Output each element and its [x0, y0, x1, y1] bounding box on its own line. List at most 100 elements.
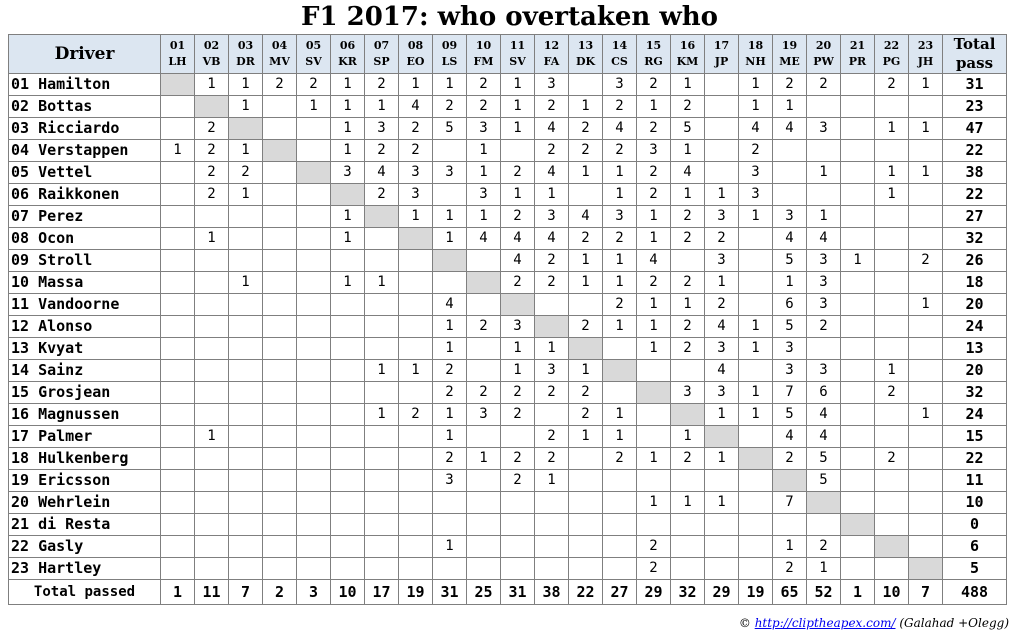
overtake-cell [704, 535, 739, 558]
overtake-cell [874, 95, 909, 118]
overtake-cell [670, 249, 705, 272]
overtake-cell [160, 183, 195, 206]
source-link[interactable]: http://cliptheapex.com/ [754, 616, 896, 630]
overtake-cell [364, 337, 399, 360]
overtake-cell [602, 513, 637, 536]
column-number: 13 [577, 39, 594, 52]
table-row: 10 Massa 1 1 1 2 2 1 1 2 2 1 1 3 18 [8, 271, 1007, 294]
overtake-cell [738, 293, 773, 316]
overtake-cell [228, 425, 263, 448]
overtake-cell [602, 469, 637, 492]
overtake-cell [262, 381, 297, 404]
overtake-cell [738, 491, 773, 514]
overtake-cell: 3 [772, 205, 807, 228]
overtake-cell: 2 [602, 293, 637, 316]
overtake-cell [364, 381, 399, 404]
overtake-cell: 2 [194, 161, 229, 184]
overtake-cell [908, 535, 943, 558]
overtake-cell: 2 [364, 183, 399, 206]
overtake-cell [398, 447, 433, 470]
column-number: 15 [645, 39, 662, 52]
row-total: 22 [942, 447, 1007, 470]
overtake-cell: 2 [398, 403, 433, 426]
overtake-cell: 2 [874, 381, 909, 404]
table-row: 16 Magnussen 1 2 1 3 2 2 1 1 1 5 4 1 24 [8, 403, 1007, 426]
overtake-cell [500, 139, 535, 162]
overtake-cell [568, 469, 603, 492]
overtake-cell [364, 425, 399, 448]
overtake-cell [432, 139, 467, 162]
overtake-cell: 1 [670, 491, 705, 514]
overtake-cell: 1 [568, 271, 603, 294]
overtake-cell: 1 [670, 293, 705, 316]
column-header-13: 13 DK [568, 34, 603, 74]
overtake-cell [160, 95, 195, 118]
table-row: 12 Alonso 1 2 3 2 1 1 2 4 1 5 2 24 [8, 315, 1007, 338]
overtake-cell: 1 [432, 337, 467, 360]
table-row: 14 Sainz 1 1 2 1 3 1 4 3 3 1 20 [8, 359, 1007, 382]
overtake-cell: 2 [364, 73, 399, 96]
overtake-cell [874, 425, 909, 448]
column-abbr: DK [575, 55, 596, 68]
overtake-cell [364, 315, 399, 338]
overtake-cell [738, 271, 773, 294]
overtake-cell: 1 [398, 359, 433, 382]
overtake-cell [228, 469, 263, 492]
overtake-cell [432, 513, 467, 536]
column-number: 06 [339, 39, 356, 52]
overtake-cell: 3 [806, 293, 841, 316]
diagonal-cell [568, 337, 603, 360]
overtake-cell [874, 513, 909, 536]
column-number: 07 [373, 39, 390, 52]
overtake-cell [262, 535, 297, 558]
overtake-cell [398, 271, 433, 294]
overtake-cell [874, 315, 909, 338]
column-total: 25 [466, 579, 501, 605]
table-row: 01 Hamilton 1 1 2 2 1 2 1 1 2 1 3 3 2 1 1 2 2 2 1 31 [8, 73, 1007, 96]
overtake-cell [398, 491, 433, 514]
column-header-10: 10 FM [466, 34, 501, 74]
overtake-cell: 3 [704, 249, 739, 272]
overtake-cell [466, 249, 501, 272]
overtake-cell [228, 557, 263, 580]
overtake-cell [160, 535, 195, 558]
overtake-cell [262, 249, 297, 272]
overtake-cell: 1 [772, 95, 807, 118]
overtake-cell [398, 293, 433, 316]
overtake-cell [262, 315, 297, 338]
overtake-cell: 1 [908, 293, 943, 316]
overtake-cell: 1 [738, 205, 773, 228]
column-header-02: 02 VB [194, 34, 229, 74]
overtake-cell: 2 [364, 139, 399, 162]
overtake-cell [738, 249, 773, 272]
overtake-cell: 2 [568, 403, 603, 426]
overtake-cell [228, 205, 263, 228]
overtake-cell: 2 [636, 183, 671, 206]
overtake-cell [296, 117, 331, 140]
row-total: 22 [942, 183, 1007, 206]
column-total: 10 [874, 579, 909, 605]
overtake-cell [194, 513, 229, 536]
diagonal-cell [670, 403, 705, 426]
overtake-cell [398, 337, 433, 360]
column-number: 18 [747, 39, 764, 52]
overtake-cell: 2 [500, 403, 535, 426]
overtake-cell [330, 381, 365, 404]
overtake-cell: 2 [194, 139, 229, 162]
column-total: 1 [840, 579, 875, 605]
overtake-cell: 5 [806, 469, 841, 492]
overtake-cell [466, 557, 501, 580]
overtake-cell: 3 [534, 205, 569, 228]
overtake-cell [160, 249, 195, 272]
overtake-cell: 5 [432, 117, 467, 140]
overtake-cell [602, 535, 637, 558]
overtake-cell: 1 [670, 183, 705, 206]
overtake-cell: 1 [636, 205, 671, 228]
overtake-cell: 1 [194, 227, 229, 250]
driver-name: 18 Hulkenberg [8, 447, 161, 470]
overtake-cell [772, 513, 807, 536]
overtake-cell [534, 491, 569, 514]
diagonal-cell [874, 535, 909, 558]
overtake-cell [466, 491, 501, 514]
table-row: 07 Perez 1 1 1 1 2 3 4 3 1 2 3 1 3 1 27 [8, 205, 1007, 228]
